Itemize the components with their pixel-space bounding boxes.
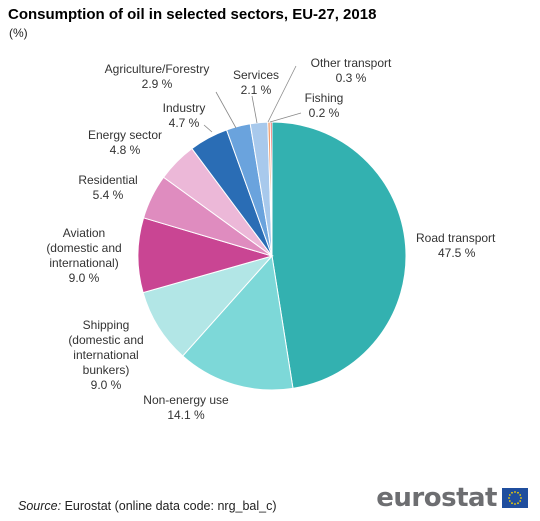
- eurostat-logo: eurostat: [376, 483, 528, 513]
- flag-star: [511, 491, 513, 494]
- slice-label: Shipping (domestic and international bunker…: [68, 318, 143, 392]
- slice-label: Industry 4.7 %: [163, 101, 206, 130]
- source-label: Source:: [18, 499, 62, 513]
- flag-star: [508, 497, 510, 499]
- flag-star: [517, 491, 519, 494]
- source-text: Eurostat (online data code: nrg_bal_c): [64, 499, 277, 513]
- slice-label: Residential 5.4 %: [78, 173, 137, 202]
- slice-label: Aviation (domestic and international) 9.0 %: [46, 226, 121, 285]
- flag-star: [517, 502, 519, 505]
- slice-label: Fishing 0.2 %: [305, 91, 344, 120]
- leader-line: [267, 65, 297, 123]
- pie-slice-road-transport: [271, 121, 407, 389]
- pie-slice-non-energy-use: [182, 254, 294, 391]
- flag-star: [514, 503, 516, 505]
- flag-star: [519, 494, 522, 496]
- slice-label: Other transport 0.3 %: [311, 56, 392, 85]
- pie-chart: Road transport 47.5 % Non-energy use 14.1 %…: [46, 56, 496, 422]
- leader-lines: [203, 65, 302, 133]
- leader-line: [215, 91, 237, 129]
- pie-slices: [137, 121, 407, 391]
- chart-title: Consumption of oil in selected sectors, …: [8, 6, 377, 23]
- leader-line: [269, 112, 302, 123]
- chart-subtitle: (%): [9, 26, 28, 40]
- slice-label: Road transport 47.5 %: [416, 231, 496, 260]
- flag-star: [508, 494, 511, 496]
- slice-label: Services 2.1 %: [233, 68, 279, 97]
- leader-line: [203, 124, 213, 133]
- eu-flag-icon: [502, 488, 528, 508]
- flag-star: [520, 497, 522, 499]
- slice-label: Agriculture/Forestry 2.9 %: [105, 62, 210, 91]
- leader-line: [251, 95, 258, 124]
- logo-text: eurostat: [376, 483, 497, 513]
- slice-label: Energy sector 4.8 %: [88, 128, 162, 157]
- slice-label: Non-energy use 14.1 %: [143, 393, 229, 422]
- flag-star: [511, 502, 513, 505]
- flag-star: [514, 491, 516, 493]
- flag-star: [508, 500, 511, 502]
- slice-labels: Road transport 47.5 % Non-energy use 14.1 %…: [46, 56, 496, 422]
- flag-star: [519, 500, 522, 502]
- source-note: Source: Eurostat (online data code: nrg_…: [18, 499, 277, 513]
